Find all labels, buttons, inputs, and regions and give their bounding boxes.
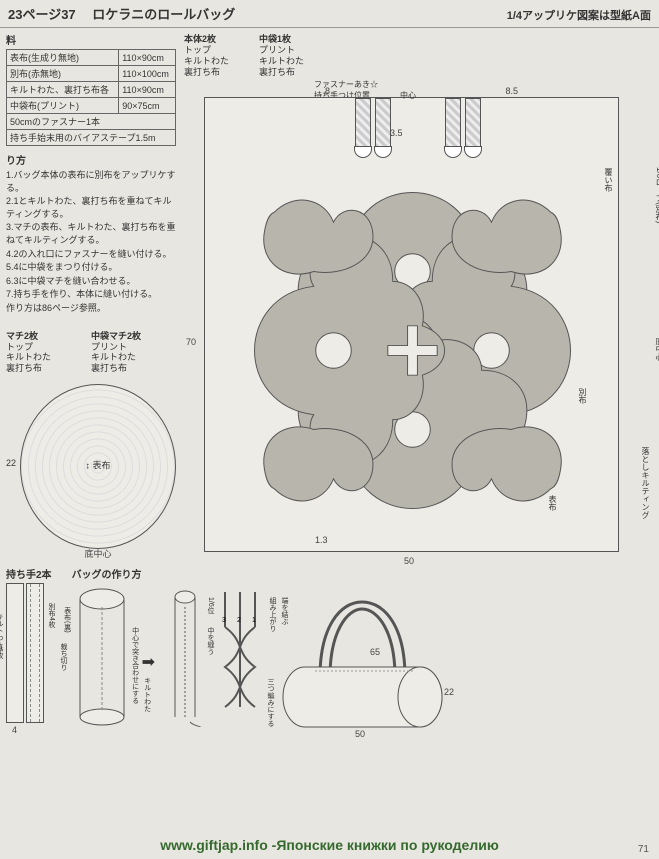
svg-text:1: 1 bbox=[252, 617, 256, 624]
table-row: 中袋布(プリント)90×75cm bbox=[7, 98, 176, 114]
main-applique-pattern: 中心 8 8.5 3.5 bbox=[204, 97, 619, 552]
project-title: ロケラニのロールバッグ bbox=[92, 7, 235, 22]
circle-center-label: ↕ 表布 bbox=[85, 461, 110, 472]
step: 4.2の入れ口にファスナーを縫い付ける。 bbox=[6, 248, 176, 261]
bottom-dim: 50 bbox=[404, 556, 414, 566]
final-bag-diagram: 65 22 50 bbox=[275, 587, 450, 737]
header-note: 1/4アップリケ図案は型紙A面 bbox=[507, 7, 651, 23]
outer-cloth-label: 表布 bbox=[547, 495, 558, 511]
arrow-icon: ➡ bbox=[142, 652, 155, 672]
gusset-section: マチ2枚 トップ キルトわた 裏打ち布 中袋マチ2枚 プリント キルトわた 裏打… bbox=[6, 327, 176, 549]
right-column: 本体2枚 トップ キルトわた 裏打ち布 中袋1枚 プリント キルトわた 裏打ち布… bbox=[184, 32, 653, 552]
svg-text:2: 2 bbox=[237, 617, 241, 624]
construction-title: バッグの作り方 bbox=[72, 566, 653, 581]
body-title: 本体2枚 bbox=[184, 34, 216, 44]
rose-applique-svg bbox=[215, 153, 610, 548]
table-row: 50cmのファスナー1本 bbox=[7, 114, 176, 130]
materials-table: 表布(生成り無地)110×90cm 別布(赤無地)110×100cm キルトわた… bbox=[6, 49, 176, 146]
body-piece-labels: 本体2枚 トップ キルトわた 裏打ち布 中袋1枚 プリント キルトわた 裏打ち布 bbox=[184, 32, 653, 77]
inner-title: 中袋1枚 bbox=[259, 34, 291, 44]
method-steps: 1.バッグ本体の表布に別布をアップリケする。 2.1とキルトわた、裏打ち布を重ね… bbox=[6, 169, 176, 315]
method-heading: り方 bbox=[6, 152, 176, 167]
left-column: 料 表布(生成り無地)110×90cm 別布(赤無地)110×100cm キルト… bbox=[6, 32, 176, 552]
bag-construction: バッグの作り方 表布(裏) 中心で突き合わせにする キルトわた ➡ bbox=[72, 562, 653, 737]
sew-diagram bbox=[165, 587, 205, 727]
page-number: 71 bbox=[638, 844, 649, 855]
step: 6.3に中袋マチを縫い合わせる。 bbox=[6, 275, 176, 288]
handle-tab bbox=[375, 98, 391, 148]
other-cloth-label: 別布 bbox=[577, 388, 588, 404]
page-reference: 23ページ37 bbox=[8, 7, 76, 22]
cover-cloth-label: 覆い布 bbox=[603, 168, 614, 192]
page-header: 23ページ37 ロケラニのロールバッグ 1/4アップリケ図案は型紙A面 bbox=[0, 0, 659, 28]
gusset-dim: 22 bbox=[6, 458, 16, 468]
handle-piece: 持ち手2本 キルトわた6枚 110 4 別布4枚 裁ち切り bbox=[6, 562, 52, 737]
gusset-labels: マチ2枚 トップ キルトわた 裏打ち布 中袋マチ2枚 プリント キルトわた 裏打… bbox=[6, 329, 176, 374]
table-row: 表布(生成り無地)110×90cm bbox=[7, 50, 176, 66]
side-dim: 70 bbox=[186, 337, 196, 347]
center-label: 中心 bbox=[400, 90, 416, 101]
gusset-circle-pattern: ↕ 表布 底中心 bbox=[20, 384, 176, 549]
table-row: 持ち手始末用のバイアステープ1.5m bbox=[7, 130, 176, 146]
main-content: 料 表布(生成り無地)110×90cm 別布(赤無地)110×100cm キルト… bbox=[0, 28, 659, 556]
roll-diagram bbox=[72, 587, 132, 727]
quilt-note-label: 落としキルティング bbox=[640, 447, 651, 519]
gusset-title-b: 中袋マチ2枚 bbox=[91, 331, 141, 341]
handle-strip-rolled bbox=[26, 583, 44, 723]
step: 5.4に中袋をまつり付ける。 bbox=[6, 261, 176, 274]
footer-url: www.giftjap.info -Японские книжки по рук… bbox=[0, 837, 659, 853]
svg-text:3: 3 bbox=[222, 617, 226, 624]
handle-tab bbox=[355, 98, 371, 148]
handle-tab bbox=[465, 98, 481, 148]
materials-heading: 料 bbox=[6, 32, 176, 47]
rope-note: 1/6ロープ(別布) bbox=[654, 167, 659, 223]
header-title: 23ページ37 ロケラニのロールバッグ bbox=[8, 4, 507, 23]
handle-strip bbox=[6, 583, 24, 723]
table-row: 別布(赤無地)110×100cm bbox=[7, 66, 176, 82]
step: 2.1とキルトわた、裏打ち布を重ねてキルティングする。 bbox=[6, 195, 176, 220]
construction-section: 持ち手2本 キルトわた6枚 110 4 別布4枚 裁ち切り バッグの作り方 bbox=[0, 556, 659, 743]
step: 7.持ち手を作り、本体に縫い付ける。 bbox=[6, 288, 176, 301]
braid-diagram: 3 2 1 1/6位 組み上がり 端を結ぶ 三つ編みにする bbox=[215, 587, 265, 727]
bottom-center-label: 底中心 bbox=[654, 337, 659, 361]
handle-title: 持ち手2本 bbox=[6, 566, 52, 581]
step: 1.バッグ本体の表布に別布をアップリケする。 bbox=[6, 169, 176, 194]
table-row: キルトわた、裏打ち布各110×90cm bbox=[7, 82, 176, 98]
circle-bottom-label: 底中心 bbox=[84, 547, 111, 560]
step: 3.マチの表布、キルトわた、裏打ち布を重ねてキルティングする。 bbox=[6, 221, 176, 246]
step: 作り方は86ページ参照。 bbox=[6, 302, 176, 315]
handle-tab bbox=[445, 98, 461, 148]
gusset-title-a: マチ2枚 bbox=[6, 331, 38, 341]
